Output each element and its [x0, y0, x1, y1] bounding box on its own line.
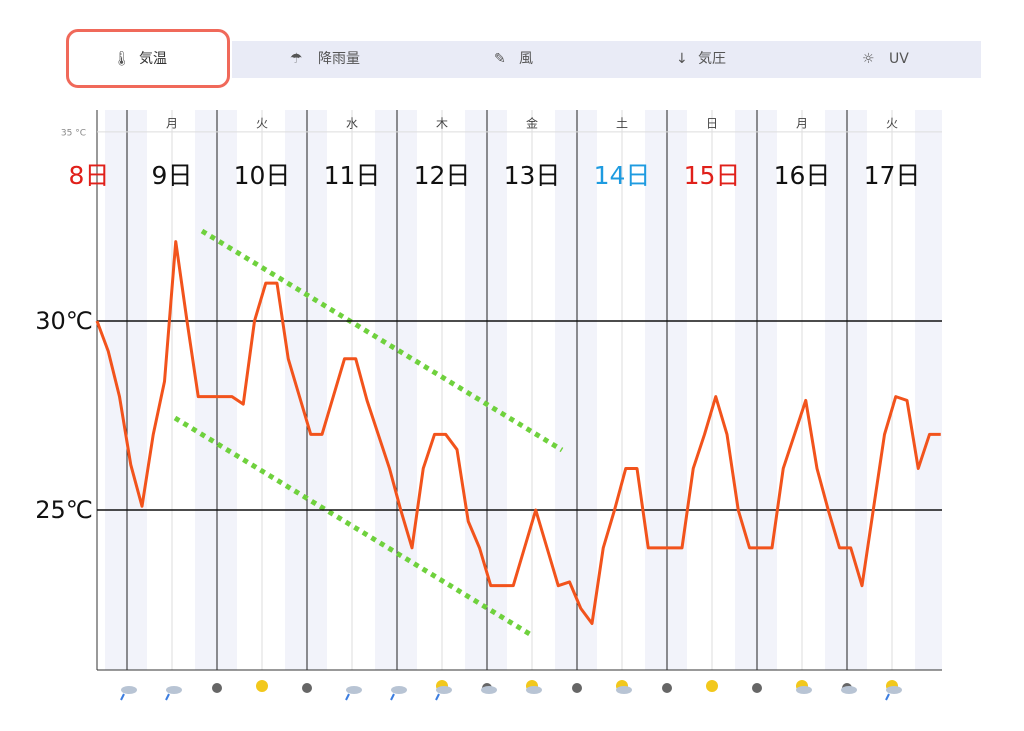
weekday-label: 月 [166, 117, 178, 131]
night-band [465, 110, 507, 670]
weekday-label: 火 [256, 117, 268, 131]
tab-icon: ☂ [290, 51, 303, 67]
temperature-line [95, 240, 941, 625]
y-tick-label: 25℃ [35, 496, 93, 524]
night-band [195, 110, 237, 670]
weather-icon [436, 686, 452, 694]
day-label: 17日 [864, 161, 921, 190]
tab[interactable]: UV [889, 51, 909, 67]
day-label: 14日 [594, 161, 651, 190]
tab-icon: ☼ [862, 51, 875, 67]
night-band [645, 110, 687, 670]
weather-icon [752, 683, 762, 693]
weather-icon [165, 693, 170, 701]
tab[interactable]: 気温 [139, 51, 167, 67]
weekday-label: 日 [706, 117, 718, 131]
weather-icon [616, 686, 632, 694]
weather-icon [526, 686, 542, 694]
weather-icon [345, 693, 350, 701]
tab-icon: 🌡 [113, 51, 131, 67]
weather-icon [391, 686, 407, 694]
weather-icon [841, 686, 857, 694]
day-label: 16日 [774, 161, 831, 190]
weather-icon [662, 683, 672, 693]
tab-icon: ↓ [676, 51, 688, 67]
weather-icon [166, 686, 182, 694]
tab-icon: ✎ [494, 51, 506, 67]
day-label: 13日 [504, 161, 561, 190]
day-label: 9日 [152, 161, 193, 190]
weather-icon [435, 693, 440, 701]
day-label: 12日 [414, 161, 471, 190]
weather-icon [885, 693, 890, 701]
weather-icon [256, 680, 268, 692]
y-tick-label: 35 °C [61, 128, 86, 138]
day-label: 15日 [684, 161, 741, 190]
night-band [285, 110, 327, 670]
night-band [375, 110, 417, 670]
selected-tab[interactable] [66, 29, 230, 88]
tab-bar [232, 41, 981, 78]
weather-icon [796, 686, 812, 694]
weather-icon [212, 683, 222, 693]
tab[interactable]: 気圧 [698, 51, 726, 67]
weather-icon [346, 686, 362, 694]
weather-icon [572, 683, 582, 693]
weather-icon [120, 693, 125, 701]
night-band [915, 110, 942, 670]
weather-icon [886, 686, 902, 694]
trend-annotations [173, 228, 564, 639]
weather-icon [706, 680, 718, 692]
tab[interactable]: 風 [519, 51, 533, 67]
weekday-label: 月 [796, 117, 808, 131]
day-label: 8日 [69, 161, 110, 190]
day-label: 10日 [234, 161, 291, 190]
weather-icon [121, 686, 137, 694]
weather-icon [302, 683, 312, 693]
night-band [555, 110, 597, 670]
weather-icon [390, 693, 395, 701]
weekday-label: 木 [436, 117, 448, 131]
day-label: 11日 [324, 161, 381, 190]
weather-icon [481, 686, 497, 694]
tab[interactable]: 降雨量 [318, 51, 360, 67]
night-band [105, 110, 147, 670]
weekday-label: 火 [886, 117, 898, 131]
weekday-label: 水 [346, 117, 358, 131]
y-tick-label: 30℃ [35, 307, 93, 335]
trend-line [200, 228, 564, 453]
weekday-label: 土 [616, 117, 628, 131]
night-band [735, 110, 777, 670]
weekday-label: 金 [526, 116, 538, 131]
